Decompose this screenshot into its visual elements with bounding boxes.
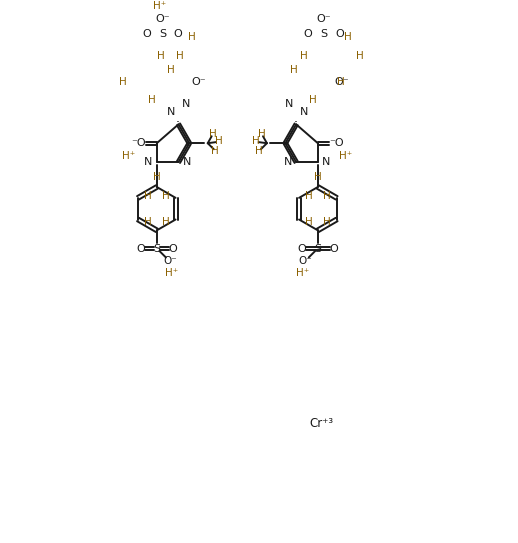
Text: N: N <box>167 108 175 117</box>
Text: N: N <box>322 157 330 167</box>
Text: O: O <box>297 244 306 254</box>
Text: H: H <box>148 95 155 105</box>
Text: H: H <box>309 95 316 105</box>
Text: H: H <box>177 50 184 61</box>
Text: S: S <box>159 29 166 39</box>
Text: N: N <box>182 99 190 109</box>
Text: H⁺: H⁺ <box>165 268 179 277</box>
Text: H: H <box>305 191 313 201</box>
Text: H: H <box>314 172 322 182</box>
Text: H⁺: H⁺ <box>339 151 353 161</box>
Text: N: N <box>284 99 293 109</box>
Text: O: O <box>136 244 145 254</box>
Text: N: N <box>284 157 292 167</box>
Text: N: N <box>182 157 191 167</box>
Text: H: H <box>188 32 195 42</box>
Text: H: H <box>257 129 265 139</box>
Text: H: H <box>211 146 219 156</box>
Text: H: H <box>119 77 127 87</box>
Text: S: S <box>320 29 327 39</box>
Text: O: O <box>304 29 312 39</box>
Text: O⁻: O⁻ <box>155 14 170 24</box>
Text: H: H <box>300 50 308 61</box>
Text: H: H <box>337 77 345 87</box>
Text: O: O <box>330 244 338 254</box>
Text: ⁻O: ⁻O <box>131 138 146 148</box>
Text: H: H <box>214 136 222 146</box>
Text: H: H <box>162 217 170 226</box>
Text: O: O <box>142 29 151 39</box>
Text: Cr⁺³: Cr⁺³ <box>310 416 334 430</box>
Text: O: O <box>335 29 343 39</box>
Text: N: N <box>145 157 153 167</box>
Text: H: H <box>153 172 161 182</box>
Text: O⁻: O⁻ <box>191 77 206 87</box>
Text: H: H <box>355 50 363 61</box>
Text: H: H <box>305 217 313 226</box>
Text: N: N <box>299 108 308 117</box>
Text: H: H <box>290 65 298 75</box>
Text: O⁻: O⁻ <box>316 14 331 24</box>
Text: ⁻O: ⁻O <box>329 138 343 148</box>
Text: S: S <box>153 244 161 254</box>
Text: H⁺: H⁺ <box>296 268 309 277</box>
Text: H: H <box>144 191 152 201</box>
Text: H: H <box>144 217 152 226</box>
Text: H: H <box>167 65 175 75</box>
Text: O⁻: O⁻ <box>298 256 312 266</box>
Text: O⁻: O⁻ <box>334 77 349 87</box>
Text: O: O <box>169 244 178 254</box>
Text: H: H <box>344 32 352 42</box>
Text: H: H <box>323 191 330 201</box>
Text: H: H <box>157 50 165 61</box>
Text: H⁺: H⁺ <box>153 1 166 11</box>
Text: H: H <box>323 217 330 226</box>
Text: H: H <box>255 146 263 156</box>
Text: O: O <box>174 29 182 39</box>
Text: H: H <box>162 191 170 201</box>
Text: S: S <box>314 244 321 254</box>
Text: H: H <box>209 129 217 139</box>
Text: O⁻: O⁻ <box>163 256 177 266</box>
Text: H: H <box>252 136 260 146</box>
Text: H⁺: H⁺ <box>122 151 135 161</box>
